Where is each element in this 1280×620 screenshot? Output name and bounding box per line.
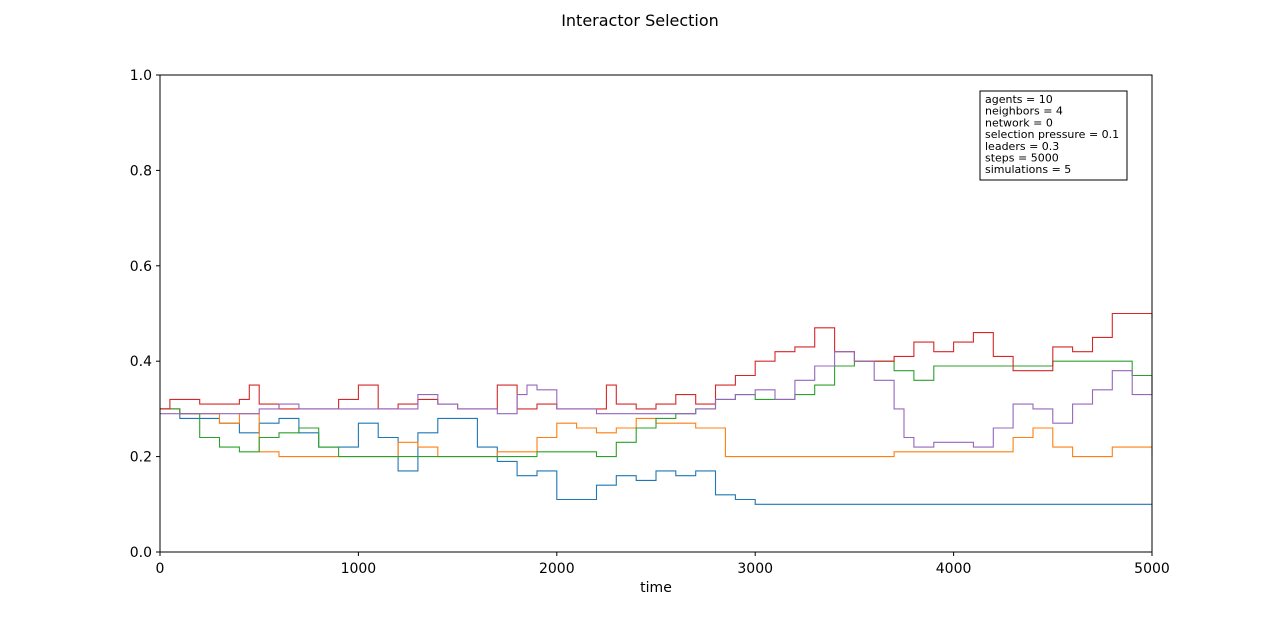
series-line-1 bbox=[160, 408, 1152, 505]
y-tick-label: 0.0 bbox=[130, 545, 152, 561]
x-axis: 0 1000 2000 3000 4000 5000 bbox=[156, 552, 1170, 577]
parameter-line: neighbors = 4 bbox=[985, 105, 1063, 118]
series-line-4 bbox=[160, 312, 1153, 410]
series-layer bbox=[160, 312, 1153, 505]
y-axis: 0.0 0.2 0.4 0.6 0.8 1.0 bbox=[130, 68, 160, 561]
parameter-line: selection pressure = 0.1 bbox=[985, 128, 1119, 141]
series-line-5 bbox=[160, 351, 1153, 448]
parameter-line: network = 0 bbox=[985, 116, 1053, 129]
parameter-line: agents = 10 bbox=[985, 93, 1053, 106]
axes-frame bbox=[159, 74, 1153, 553]
x-tick-label: 4000 bbox=[936, 561, 972, 577]
parameters-box-frame bbox=[979, 90, 1128, 181]
y-tick-label: 0.6 bbox=[130, 259, 152, 275]
plot-area bbox=[159, 74, 1153, 553]
parameter-line: simulations = 5 bbox=[985, 163, 1071, 176]
parameter-line: leaders = 0.3 bbox=[985, 140, 1059, 153]
x-tick-label: 2000 bbox=[539, 561, 575, 577]
series-line-2 bbox=[160, 408, 1153, 458]
x-axis-label: time bbox=[640, 580, 672, 596]
series-line-3 bbox=[160, 360, 1153, 458]
x-tick-label: 5000 bbox=[1134, 561, 1170, 577]
y-tick-label: 0.4 bbox=[130, 354, 152, 370]
y-tick-label: 1.0 bbox=[130, 68, 152, 84]
x-tick-label: 3000 bbox=[737, 561, 773, 577]
parameter-line: steps = 5000 bbox=[985, 152, 1059, 165]
x-tick-label: 1000 bbox=[341, 561, 377, 577]
chart-title: Interactor Selection bbox=[561, 11, 719, 30]
y-tick-label: 0.2 bbox=[130, 450, 152, 466]
x-tick-label: 0 bbox=[156, 561, 165, 577]
y-tick-label: 0.8 bbox=[130, 163, 152, 179]
